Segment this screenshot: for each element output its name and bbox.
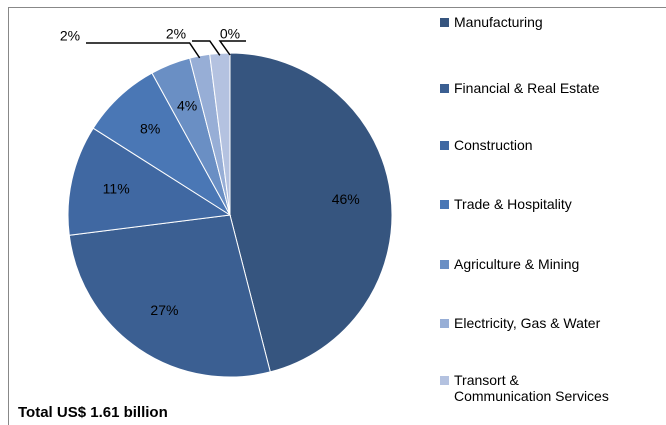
legend-label: Manufacturing — [454, 14, 543, 30]
leader-line — [86, 42, 201, 59]
legend-item: Trade & Hospitality — [440, 196, 614, 212]
leader-line — [218, 40, 246, 56]
footnote: Total US$ 1.61 billion — [18, 404, 168, 421]
legend-swatch — [440, 84, 449, 93]
legend-swatch — [440, 376, 449, 385]
chart-border — [8, 7, 666, 425]
legend-label: Construction — [454, 137, 533, 153]
legend-item: Electricity, Gas & Water — [440, 315, 614, 331]
legend-label: Transort & Communication Services — [454, 372, 609, 404]
data-label: 11% — [103, 180, 130, 196]
legend-swatch — [440, 319, 449, 328]
legend-item: Transort & Communication Services — [440, 372, 614, 404]
legend-label: Financial & Real Estate — [454, 80, 600, 96]
data-label: 27% — [150, 302, 178, 318]
legend-item: Construction — [440, 137, 614, 153]
leader-line — [192, 40, 221, 56]
data-label: 4% — [177, 97, 197, 113]
data-label: 2% — [60, 28, 80, 44]
data-label: 2% — [166, 26, 186, 42]
data-label: 46% — [332, 191, 360, 207]
data-label: 0% — [220, 26, 240, 42]
pie-slice — [67, 127, 232, 236]
legend-item: Agriculture & Mining — [440, 256, 614, 272]
legend-swatch — [440, 260, 449, 269]
legend-label: Agriculture & Mining — [454, 256, 580, 272]
legend-label: Trade & Hospitality — [454, 196, 572, 212]
pie-slice — [68, 214, 271, 378]
legend-swatch — [440, 18, 449, 27]
pie-slice — [229, 52, 393, 373]
legend-swatch — [440, 200, 449, 209]
data-label: 8% — [140, 121, 160, 137]
legend-swatch — [440, 141, 449, 150]
legend-item: Financial & Real Estate — [440, 80, 614, 96]
legend-label: Electricity, Gas & Water — [454, 315, 601, 331]
legend-item: Manufacturing — [440, 14, 614, 30]
